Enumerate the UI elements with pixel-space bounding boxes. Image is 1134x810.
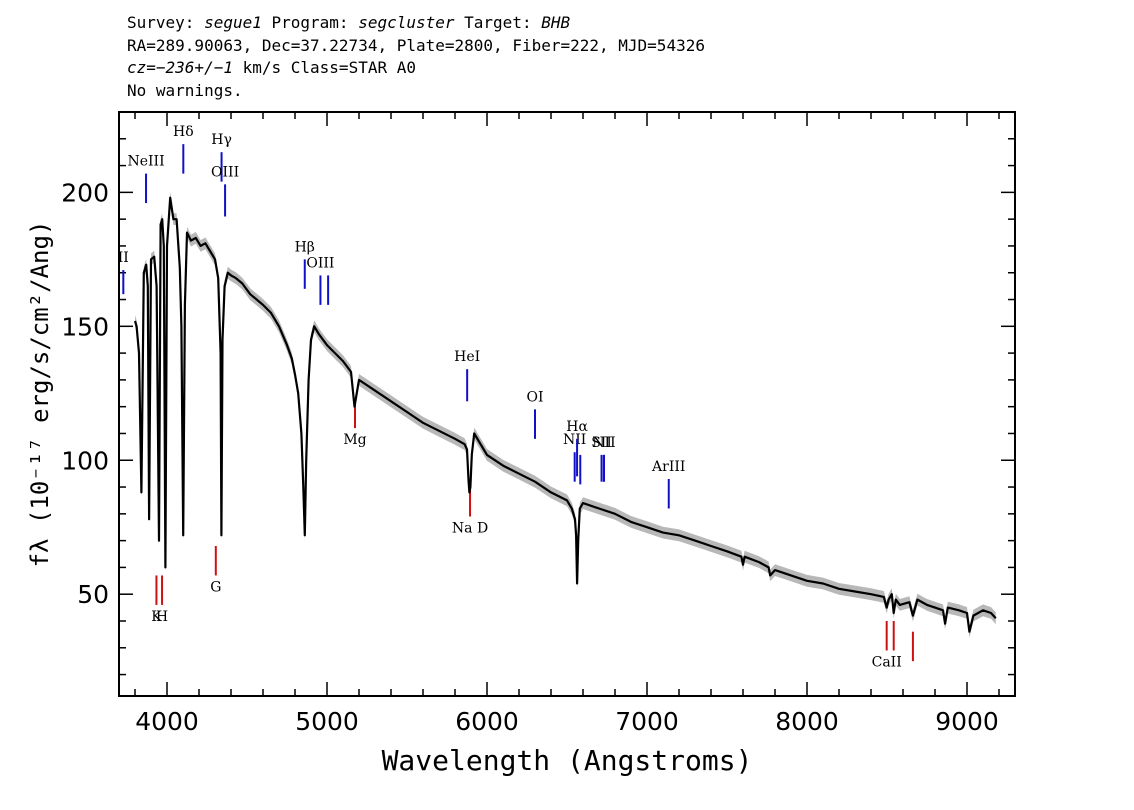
survey-value: segue1 [204,13,262,32]
y-tick-label: 50 [77,580,109,609]
x-tick-label: 9000 [935,707,999,736]
target-value: BHB [541,13,571,32]
emission-line-label: NII [563,432,586,448]
x-axis-label: Wavelength (Angstroms) [382,744,753,777]
spectrum-header: Survey: segue1 Program: segcluster Targe… [127,12,705,102]
error-band-area [135,191,996,638]
redshift-class: km/s Class=STAR A0 [232,58,416,77]
emission-line-label: OIII [306,255,334,271]
y-axis-label: fλ (10⁻¹⁷ erg/s/cm²/Ang) [26,221,54,568]
program-label: Program: [261,13,359,32]
absorption-line-label: Mg [343,432,366,448]
survey-label: Survey: [127,13,205,32]
y-tick-label: 200 [61,178,109,207]
x-tick-label: 6000 [455,707,519,736]
emission-line-label: ArIII [651,459,685,475]
absorption-line-label: K [151,609,162,625]
emission-line-label: Hα [566,419,588,435]
x-tick-label: 7000 [615,707,679,736]
emission-line-label: II [118,250,129,266]
y-tick-label: 150 [61,312,109,341]
spectrum-series [133,196,997,633]
x-tick-label: 5000 [295,707,359,736]
emission-line-label: Hδ [173,124,194,140]
tick-labels: 4000 5000 6000 7000 8000 9000 50 100 150 200 [61,178,999,736]
absorption-line-label: H [156,609,168,625]
x-tick-label: 8000 [775,707,839,736]
plot-frame [118,111,1016,697]
emission-line-label: Hβ [295,239,315,255]
header-survey-line: Survey: segue1 Program: segcluster Targe… [127,12,705,35]
program-value: segcluster [358,13,455,32]
axis-ticks [119,112,1015,696]
emission-line-label: OIII [211,164,239,180]
spectrum-line [133,196,997,633]
header-coordinates-line: RA=289.90063, Dec=37.22734, Plate=2800, … [127,35,705,55]
absorption-line-label: CaII [872,654,902,670]
emission-line-label: Hγ [211,132,232,148]
header-redshift-line: cz=−236+/−1 km/s Class=STAR A0 [127,57,705,80]
absorption-line-label: G [210,579,221,595]
emission-line-label: HeI [454,349,480,365]
absorption-line-label: Na D [452,521,488,537]
emission-line-label: NII [592,435,615,451]
header-warnings-line: No warnings. [127,80,243,100]
emission-line-label: OI [526,389,543,405]
redshift-value: cz=−236+/−1 [127,58,233,77]
spectral-line-markers: IINeIIIHδHγOIIIHβOIIIHeIOINIIHαSIINIIArI… [118,124,914,670]
x-tick-label: 4000 [135,707,199,736]
error-band [135,191,996,638]
emission-line-label: NeIII [127,154,164,170]
y-tick-label: 100 [61,446,109,475]
target-label: Target: [454,13,542,32]
emission-line-label: SII [591,435,612,451]
